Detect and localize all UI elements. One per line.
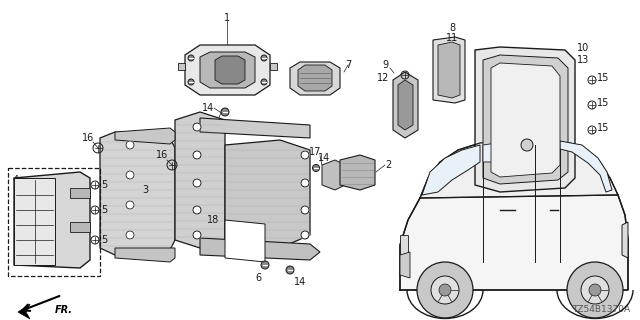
Text: 11: 11 <box>446 33 458 43</box>
Text: 14: 14 <box>294 277 306 287</box>
Text: 13: 13 <box>577 55 589 65</box>
Polygon shape <box>475 47 575 192</box>
Text: 16: 16 <box>82 133 94 143</box>
Circle shape <box>431 276 459 304</box>
Polygon shape <box>200 118 310 138</box>
Text: 5: 5 <box>101 235 107 245</box>
Text: 5: 5 <box>101 180 107 190</box>
Text: 14: 14 <box>202 103 214 113</box>
Circle shape <box>126 141 134 149</box>
Polygon shape <box>433 37 465 103</box>
Polygon shape <box>290 62 340 95</box>
Circle shape <box>301 206 309 214</box>
Circle shape <box>301 231 309 239</box>
Circle shape <box>312 164 319 172</box>
Text: TZ54B1370A: TZ54B1370A <box>572 305 630 314</box>
Text: 15: 15 <box>597 98 609 108</box>
Text: 16: 16 <box>156 150 168 160</box>
Text: 17: 17 <box>309 147 321 157</box>
Polygon shape <box>14 178 55 265</box>
Bar <box>8 168 100 276</box>
Polygon shape <box>340 155 375 190</box>
Polygon shape <box>438 42 460 98</box>
Circle shape <box>261 55 267 61</box>
Text: 18: 18 <box>207 215 219 225</box>
Polygon shape <box>115 248 175 262</box>
Circle shape <box>417 262 473 318</box>
Text: 6: 6 <box>255 273 261 283</box>
Polygon shape <box>70 222 90 232</box>
Circle shape <box>193 179 201 187</box>
Text: 3: 3 <box>142 185 148 195</box>
Polygon shape <box>400 235 408 255</box>
Polygon shape <box>70 188 90 198</box>
Polygon shape <box>185 45 270 95</box>
Circle shape <box>126 201 134 209</box>
Circle shape <box>301 179 309 187</box>
Polygon shape <box>18 304 30 319</box>
Circle shape <box>581 276 609 304</box>
Text: FR.: FR. <box>55 305 73 315</box>
Polygon shape <box>393 72 418 138</box>
Polygon shape <box>420 140 618 198</box>
Polygon shape <box>200 52 255 88</box>
Text: 14: 14 <box>318 153 330 163</box>
Polygon shape <box>422 145 480 195</box>
Circle shape <box>126 231 134 239</box>
Circle shape <box>126 171 134 179</box>
Circle shape <box>261 79 267 85</box>
Text: 15: 15 <box>597 73 609 83</box>
Polygon shape <box>483 141 535 162</box>
Polygon shape <box>14 172 90 268</box>
Polygon shape <box>398 80 413 130</box>
Polygon shape <box>178 63 185 70</box>
Text: 2: 2 <box>385 160 391 170</box>
Text: 9: 9 <box>382 60 388 70</box>
Polygon shape <box>100 132 175 255</box>
Polygon shape <box>483 55 568 184</box>
Circle shape <box>286 266 294 274</box>
Polygon shape <box>225 220 265 262</box>
Circle shape <box>193 231 201 239</box>
Polygon shape <box>491 63 560 177</box>
Polygon shape <box>115 128 175 144</box>
Circle shape <box>193 151 201 159</box>
Circle shape <box>193 206 201 214</box>
Circle shape <box>193 123 201 131</box>
Circle shape <box>221 108 229 116</box>
Circle shape <box>521 139 533 151</box>
Text: 15: 15 <box>597 123 609 133</box>
Polygon shape <box>215 56 245 84</box>
Text: 4: 4 <box>13 175 19 185</box>
Text: 1: 1 <box>224 13 230 23</box>
Polygon shape <box>400 252 410 278</box>
Text: 12: 12 <box>377 73 389 83</box>
Circle shape <box>301 151 309 159</box>
Text: 8: 8 <box>449 23 455 33</box>
Text: 5: 5 <box>101 205 107 215</box>
Polygon shape <box>298 65 332 91</box>
Polygon shape <box>560 141 612 192</box>
Polygon shape <box>200 238 320 260</box>
Circle shape <box>567 262 623 318</box>
Circle shape <box>188 55 194 61</box>
Polygon shape <box>225 140 310 248</box>
Polygon shape <box>322 160 345 190</box>
Circle shape <box>188 79 194 85</box>
Polygon shape <box>622 222 628 258</box>
Polygon shape <box>270 63 277 70</box>
Circle shape <box>589 284 601 296</box>
Polygon shape <box>400 158 628 290</box>
Polygon shape <box>175 112 225 248</box>
Text: 10: 10 <box>577 43 589 53</box>
Text: 7: 7 <box>345 60 351 70</box>
Circle shape <box>439 284 451 296</box>
Circle shape <box>261 261 269 269</box>
